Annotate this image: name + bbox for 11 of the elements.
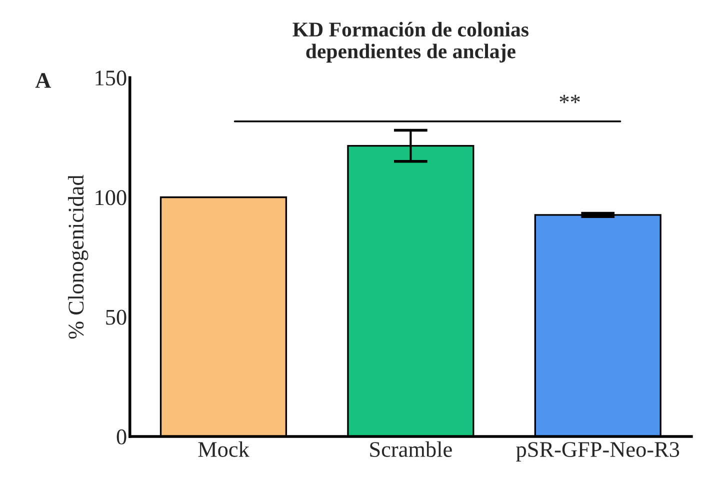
text: A: [35, 73, 51, 88]
ref-line-label: **: [560, 94, 580, 104]
x-tick-label: Mock: [198, 441, 250, 457]
chart-title: KD Formación de colonias dependientes de anclaje: [292, 22, 528, 63]
x-tick-label: Scramble: [370, 441, 452, 457]
y-tick-label: 50: [106, 310, 126, 325]
x-tick-label: pSR-GFP-Neo-R3: [516, 442, 680, 462]
y-axis-title: % Clonogenicidad: [68, 174, 88, 339]
y-tick-label: 150: [96, 70, 126, 86]
y-tick-label: 0: [116, 429, 126, 444]
y-tick-label: 100: [96, 190, 126, 206]
